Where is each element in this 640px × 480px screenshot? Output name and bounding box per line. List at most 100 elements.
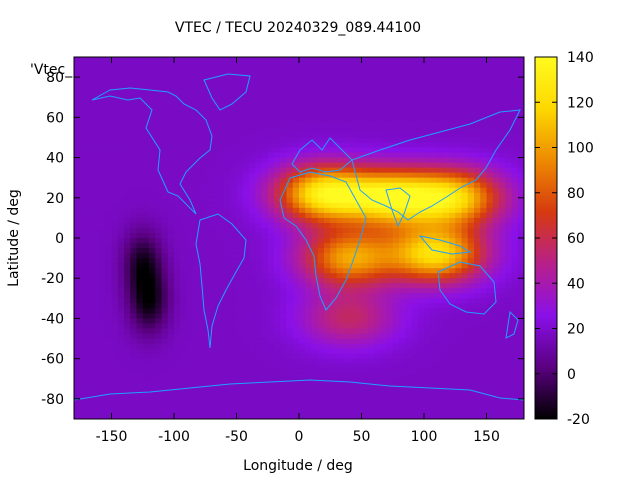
heatmap-cell <box>411 323 419 330</box>
heatmap-cell <box>349 393 356 400</box>
heatmap-cell <box>161 403 169 410</box>
heatmap-cell <box>286 338 294 345</box>
heatmap-cell <box>149 238 156 244</box>
heatmap-cell <box>86 167 94 174</box>
heatmap-cell <box>242 142 250 149</box>
heatmap-cell <box>174 127 181 134</box>
heatmap-cell <box>386 358 394 365</box>
heatmap-cell <box>242 57 250 63</box>
heatmap-cell <box>330 263 338 269</box>
heatmap-cell <box>405 358 413 365</box>
heatmap-cell <box>292 368 300 375</box>
heatmap-cell <box>436 207 444 214</box>
heatmap-cell <box>342 408 350 415</box>
heatmap-cell <box>111 298 119 304</box>
heatmap-cell <box>180 172 188 179</box>
heatmap-cell <box>99 368 106 375</box>
heatmap-cell <box>449 363 456 370</box>
heatmap-cell <box>174 263 181 269</box>
heatmap-cell <box>124 398 131 405</box>
heatmap-cell <box>155 368 163 375</box>
heatmap-cell <box>330 232 338 239</box>
heatmap-cell <box>255 222 263 229</box>
heatmap-cell <box>230 97 238 103</box>
heatmap-cell <box>317 62 325 68</box>
heatmap-cell <box>205 132 213 139</box>
heatmap-cell <box>449 97 456 103</box>
heatmap-cell <box>186 217 194 224</box>
heatmap-cell <box>474 207 481 214</box>
heatmap-cell <box>205 313 213 320</box>
heatmap-cell <box>430 122 438 128</box>
heatmap-cell <box>367 283 375 289</box>
heatmap-cell <box>442 303 450 309</box>
heatmap-cell <box>349 288 356 294</box>
heatmap-cell <box>149 207 156 214</box>
heatmap-cell <box>255 77 263 83</box>
heatmap-cell <box>161 238 169 244</box>
heatmap-cell <box>86 217 94 224</box>
heatmap-cell <box>199 117 206 123</box>
heatmap-cell <box>136 348 144 355</box>
heatmap-cell <box>205 408 213 415</box>
heatmap-cell <box>311 333 319 340</box>
heatmap-cell <box>274 207 281 214</box>
heatmap-cell <box>149 187 156 194</box>
heatmap-cell <box>230 253 238 259</box>
heatmap-cell <box>105 348 113 355</box>
heatmap-cell <box>86 187 94 194</box>
heatmap-cell <box>342 298 350 304</box>
heatmap-cell <box>449 132 456 139</box>
heatmap-cell <box>217 197 225 204</box>
heatmap-cell <box>155 243 163 249</box>
heatmap-cell <box>211 112 219 118</box>
heatmap-cell <box>480 353 488 360</box>
heatmap-cell <box>436 333 444 340</box>
heatmap-cell <box>111 182 119 189</box>
heatmap-cell <box>149 167 156 174</box>
heatmap-cell <box>436 318 444 325</box>
heatmap-cell <box>111 197 119 204</box>
heatmap-cell <box>192 197 200 204</box>
heatmap-cell <box>424 187 431 194</box>
heatmap-cell <box>274 137 281 144</box>
heatmap-cell <box>167 87 175 93</box>
heatmap-cell <box>367 217 375 224</box>
heatmap-cell <box>417 102 425 108</box>
heatmap-cell <box>280 283 288 289</box>
heatmap-cell <box>136 147 144 154</box>
heatmap-cell <box>361 57 369 63</box>
heatmap-cells <box>74 57 524 419</box>
heatmap-cell <box>92 152 100 159</box>
heatmap-cell <box>442 142 450 149</box>
heatmap-cell <box>211 388 219 395</box>
heatmap-cell <box>174 348 181 355</box>
heatmap-cell <box>86 328 94 335</box>
heatmap-cell <box>174 298 181 304</box>
heatmap-cell <box>155 238 163 244</box>
heatmap-cell <box>224 147 231 154</box>
heatmap-cell <box>411 343 419 350</box>
heatmap-cell <box>180 157 188 164</box>
heatmap-cell <box>130 167 138 174</box>
heatmap-cell <box>311 152 319 159</box>
heatmap-cell <box>424 212 431 219</box>
heatmap-cell <box>330 222 338 229</box>
heatmap-cell <box>336 202 344 209</box>
heatmap-cell <box>236 273 244 279</box>
heatmap-cell <box>499 263 506 269</box>
heatmap-cell <box>255 268 263 274</box>
heatmap-cell <box>242 217 250 224</box>
heatmap-cell <box>336 197 344 204</box>
heatmap-cell <box>142 343 150 350</box>
heatmap-cell <box>386 182 394 189</box>
heatmap-cell <box>349 338 356 345</box>
heatmap-cell <box>111 253 119 259</box>
heatmap-cell <box>80 67 88 73</box>
heatmap-cell <box>386 207 394 214</box>
heatmap-cell <box>261 202 269 209</box>
heatmap-cell <box>142 318 150 325</box>
heatmap-cell <box>105 227 113 234</box>
heatmap-cell <box>336 363 344 370</box>
heatmap-cell <box>267 162 275 169</box>
